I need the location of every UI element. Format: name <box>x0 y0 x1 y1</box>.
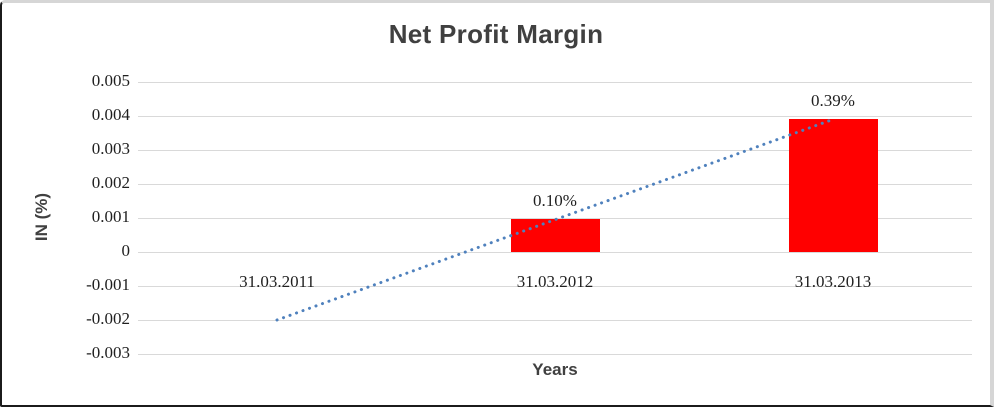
x-category-label: 31.03.2012 <box>516 272 594 291</box>
y-tick-label: -0.003 <box>86 343 130 362</box>
y-tick-label: 0.001 <box>91 207 130 226</box>
chart-title: Net Profit Margin <box>388 19 604 49</box>
x-category-label: 31.03.2013 <box>794 272 872 291</box>
x-category-label: 31.03.2011 <box>239 272 315 291</box>
gridline <box>138 116 972 117</box>
y-axis-tick-labels: 0.005 0.004 0.003 0.002 0.001 0 -0.001 -0.002 -0… <box>32 3 131 405</box>
gridline <box>138 320 972 321</box>
y-tick-label: 0 <box>121 241 131 260</box>
gridline <box>138 82 972 83</box>
y-tick-label: 0.003 <box>91 139 130 158</box>
y-tick-label: 0.004 <box>91 105 130 124</box>
gridline <box>138 354 972 355</box>
bar-data-label: 0.10% <box>533 191 577 211</box>
plot-area: 31.03.2011 31.03.2012 0.10% 31.03.2013 0.39% <box>138 3 972 405</box>
y-tick-label: -0.001 <box>86 275 130 294</box>
bar-31.03.2012 <box>510 219 600 252</box>
bar-data-label: 0.39% <box>811 91 855 111</box>
y-tick-label: 0.005 <box>91 71 130 90</box>
y-tick-label: 0.002 <box>91 173 130 192</box>
x-axis-title: Years <box>532 360 578 379</box>
y-tick-label: -0.002 <box>86 309 130 328</box>
bar-31.03.2013 <box>788 119 878 252</box>
gridline <box>138 252 972 253</box>
